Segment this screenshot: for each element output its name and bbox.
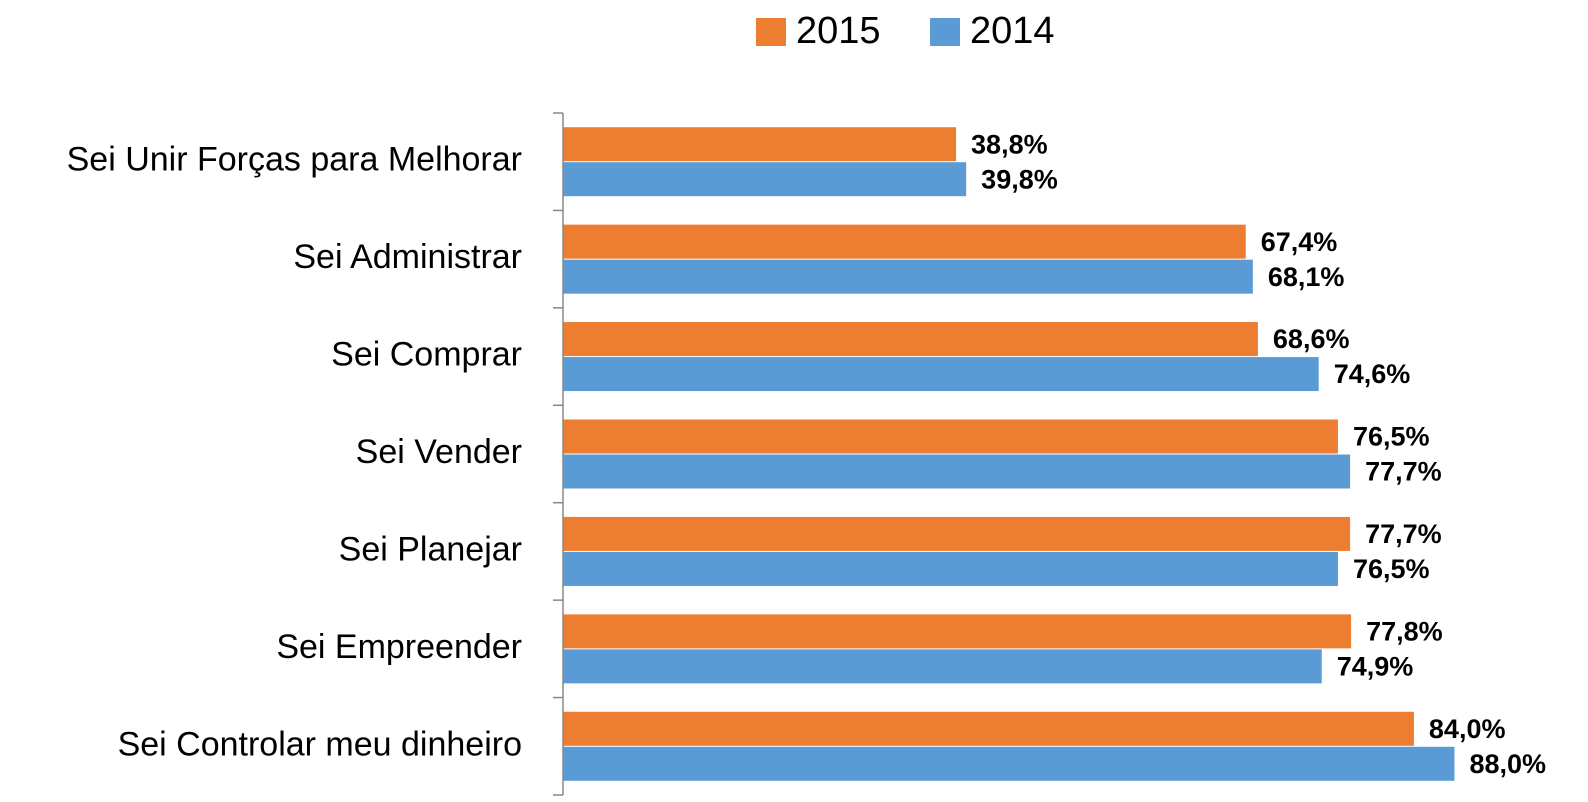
legend-swatch: [930, 18, 960, 46]
value-label: 88,0%: [1469, 749, 1546, 779]
value-label: 76,5%: [1353, 554, 1430, 584]
value-label: 84,0%: [1429, 714, 1506, 744]
value-label: 77,8%: [1366, 616, 1443, 646]
y-tick-label: Sei Vender: [356, 433, 522, 471]
bar: [563, 711, 1414, 746]
legend-label: 2015: [796, 10, 881, 52]
bar: [563, 224, 1246, 259]
bar: [563, 162, 967, 197]
value-label: 74,9%: [1337, 651, 1414, 681]
bar: [563, 516, 1351, 551]
bar: [563, 746, 1455, 781]
legend-label: 2014: [970, 10, 1055, 52]
y-tick-label: Sei Comprar: [331, 336, 522, 374]
y-tick-label: Sei Planejar: [339, 530, 522, 568]
bar: [563, 322, 1258, 357]
bar: [563, 551, 1338, 586]
bar: [563, 357, 1319, 392]
value-label: 39,8%: [981, 164, 1058, 194]
value-label: 38,8%: [971, 129, 1048, 159]
value-label: 68,1%: [1268, 262, 1345, 292]
bar: [563, 127, 957, 162]
y-tick-label: Sei Empreender: [276, 628, 522, 666]
bar: [563, 454, 1351, 489]
y-tick-label: Sei Unir Forças para Melhorar: [67, 141, 522, 179]
bar: [563, 614, 1352, 649]
value-label: 77,7%: [1365, 457, 1442, 487]
bar: [563, 649, 1322, 684]
bar: [563, 259, 1253, 294]
value-label: 74,6%: [1334, 359, 1411, 389]
bar: [563, 419, 1338, 454]
value-label: 76,5%: [1353, 422, 1430, 452]
value-label: 68,6%: [1273, 324, 1350, 354]
y-tick-label: Sei Controlar meu dinheiro: [118, 725, 522, 763]
y-tick-label: Sei Administrar: [293, 238, 522, 276]
value-label: 77,7%: [1365, 519, 1442, 549]
value-label: 67,4%: [1261, 227, 1338, 257]
legend-swatch: [756, 18, 786, 46]
